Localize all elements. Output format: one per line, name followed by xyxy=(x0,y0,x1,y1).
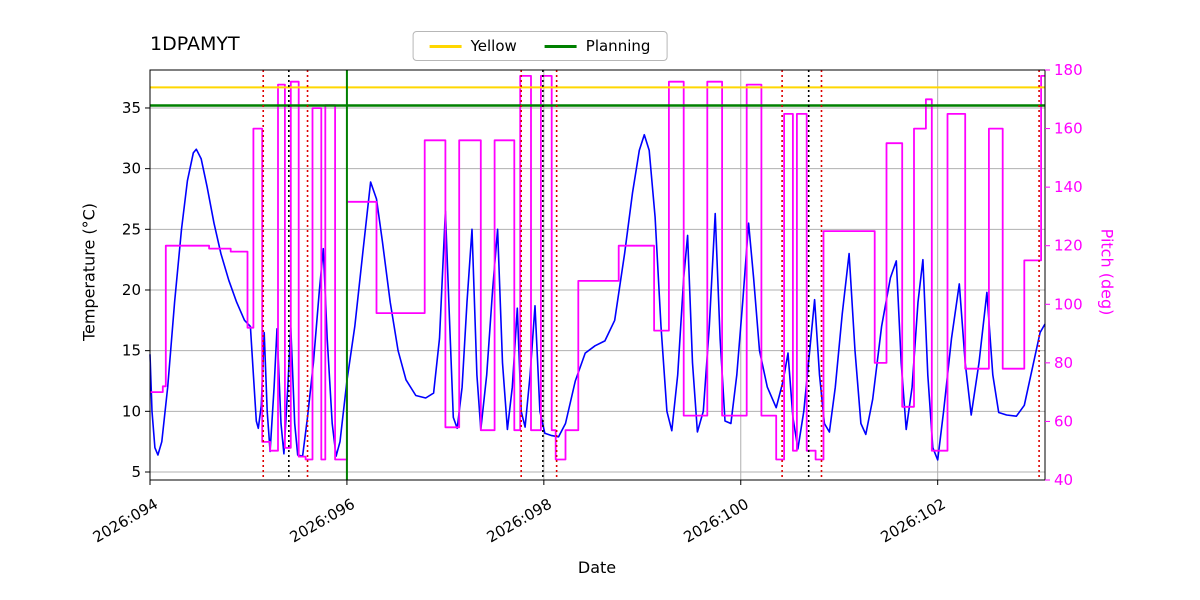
left-axis-label: Temperature (°C) xyxy=(79,202,99,342)
right-axis-label: Pitch (deg) xyxy=(1097,228,1117,316)
pitch-tick-label: 180 xyxy=(1054,61,1083,79)
legend: Yellow Planning xyxy=(412,31,668,61)
temp-tick-label: 35 xyxy=(122,99,141,117)
temp-tick-label: 20 xyxy=(122,281,141,299)
temp-tick-label: 5 xyxy=(131,463,141,481)
plot-border xyxy=(149,69,1046,481)
page-title: 1DPAMYT xyxy=(150,33,240,55)
x-tick-label: 2026:100 xyxy=(681,495,752,547)
temp-tick-label: 25 xyxy=(122,220,141,238)
pitch-tick-label: 40 xyxy=(1054,471,1073,489)
x-axis-label: Date xyxy=(577,558,617,577)
temp-tick-label: 10 xyxy=(122,402,141,420)
pitch-tick-label: 160 xyxy=(1054,120,1083,138)
tick-marks-and-labels: 2026:094 2026:096 2026:098 2026:100 2026:102… xyxy=(90,61,1083,546)
legend-label-yellow: Yellow xyxy=(470,37,517,55)
limit-and-event-lines xyxy=(150,70,1045,480)
temperature-line xyxy=(149,133,1046,461)
temp-tick-label: 30 xyxy=(122,160,141,178)
pitch-tick-label: 60 xyxy=(1054,412,1073,430)
x-tick-label: 2026:094 xyxy=(90,495,161,547)
pitch-tick-label: 100 xyxy=(1054,295,1083,313)
pitch-tick-label: 120 xyxy=(1054,237,1083,255)
legend-label-planning: Planning xyxy=(585,37,651,55)
x-tick-label: 2026:096 xyxy=(287,495,358,547)
temp-tick-label: 15 xyxy=(122,342,141,360)
pitch-tick-label: 140 xyxy=(1054,178,1083,196)
planning-line-swatch xyxy=(544,44,577,48)
x-tick-label: 2026:102 xyxy=(877,495,948,547)
legend-item-yellow: Yellow xyxy=(429,37,517,55)
yellow-line-swatch xyxy=(429,44,462,48)
axes-spines xyxy=(149,69,1046,481)
pitch-line xyxy=(150,75,1045,461)
data-series xyxy=(149,75,1046,461)
pitch-tick-label: 80 xyxy=(1054,354,1073,372)
x-tick-label: 2026:098 xyxy=(484,495,555,547)
legend-item-planning: Planning xyxy=(544,37,651,55)
